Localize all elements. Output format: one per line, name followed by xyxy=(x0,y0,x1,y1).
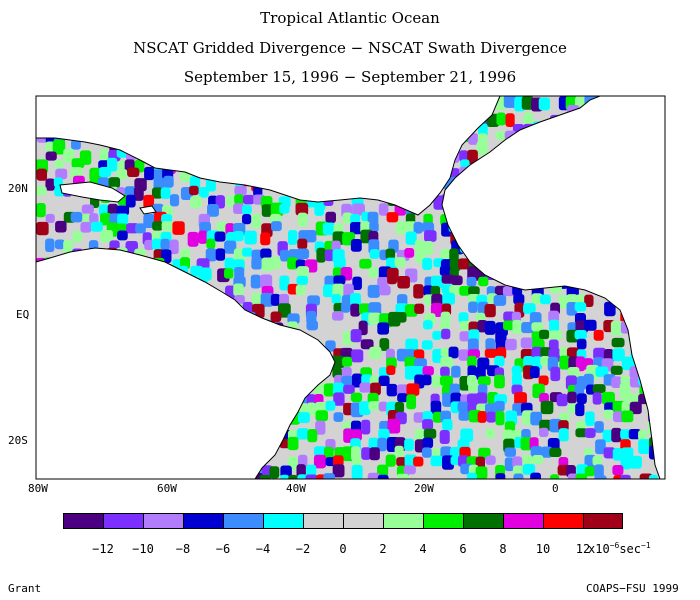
legend-color-box xyxy=(263,513,303,529)
legend-tick-label: −2 xyxy=(295,542,311,556)
africa-land xyxy=(441,96,665,479)
author-credit: Grant xyxy=(8,582,42,595)
map-subtitle: NSCAT Gridded Divergence − NSCAT Swath D… xyxy=(133,39,567,57)
lon-label-80w: 80W xyxy=(28,482,48,495)
legend-tick-label: 6 xyxy=(459,542,467,556)
legend-tick-label: 2 xyxy=(379,542,387,556)
south-america-land xyxy=(36,247,336,479)
legend-color-box xyxy=(503,513,543,529)
lat-label-eq: EQ xyxy=(16,308,30,321)
lon-label-20w: 20W xyxy=(414,482,434,495)
legend-color-box xyxy=(423,513,463,529)
legend-tick-label: −10 xyxy=(132,542,154,556)
legend-tick-label: −6 xyxy=(215,542,231,556)
map-frame xyxy=(35,95,666,480)
institution-credit: COAPS−FSU 1999 xyxy=(586,582,679,595)
legend-tick-label: 12 xyxy=(575,542,591,556)
legend-tick-label: −8 xyxy=(175,542,191,556)
legend-color-box xyxy=(223,513,263,529)
legend-units: x10−6sec−1 xyxy=(588,541,651,556)
legend-color-box xyxy=(543,513,583,529)
date-range: September 15, 1996 − September 21, 1996 xyxy=(183,68,517,86)
lat-label-20s: 20S xyxy=(8,434,28,447)
legend-tick-label: 4 xyxy=(419,542,427,556)
puerto-rico-island xyxy=(139,205,157,215)
lat-label-20n: 20N xyxy=(8,182,28,195)
legend-color-box xyxy=(63,513,103,529)
legend-color-box xyxy=(183,513,223,529)
legend-tick-label: 10 xyxy=(535,542,551,556)
legend-color-box xyxy=(303,513,343,529)
legend-color-box xyxy=(343,513,383,529)
map-title: Tropical Atlantic Ocean xyxy=(260,9,440,27)
legend-color-box xyxy=(143,513,183,529)
caribbean-islands xyxy=(59,181,126,203)
lon-label-40w: 40W xyxy=(286,482,306,495)
legend-tick-label: 8 xyxy=(499,542,507,556)
legend-color-box xyxy=(383,513,423,529)
lon-label-60w: 60W xyxy=(157,482,177,495)
legend-tick-label: −12 xyxy=(92,542,114,556)
legend-color-box xyxy=(463,513,503,529)
north-america-land xyxy=(36,96,501,216)
lon-label-0: 0 xyxy=(552,482,559,495)
legend-color-box xyxy=(583,513,623,529)
legend-tick-label: 0 xyxy=(339,542,347,556)
legend-tick-label: −4 xyxy=(255,542,271,556)
legend-color-box xyxy=(103,513,143,529)
